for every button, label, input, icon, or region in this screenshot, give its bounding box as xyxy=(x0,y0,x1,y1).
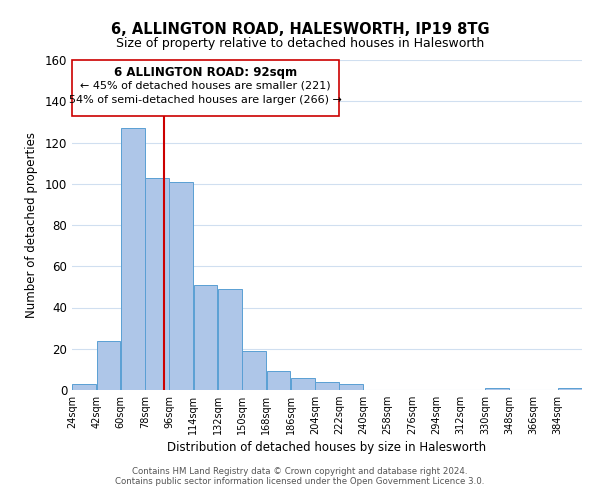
Text: Contains HM Land Registry data © Crown copyright and database right 2024.: Contains HM Land Registry data © Crown c… xyxy=(132,467,468,476)
Bar xyxy=(485,388,509,390)
Bar xyxy=(73,384,96,390)
Bar xyxy=(291,378,314,390)
Text: 6, ALLINGTON ROAD, HALESWORTH, IP19 8TG: 6, ALLINGTON ROAD, HALESWORTH, IP19 8TG xyxy=(110,22,490,38)
Text: Contains public sector information licensed under the Open Government Licence 3.: Contains public sector information licen… xyxy=(115,477,485,486)
Bar xyxy=(340,384,363,390)
Text: ← 45% of detached houses are smaller (221): ← 45% of detached houses are smaller (22… xyxy=(80,80,331,90)
Bar xyxy=(72,60,339,116)
X-axis label: Distribution of detached houses by size in Halesworth: Distribution of detached houses by size … xyxy=(167,442,487,454)
Bar xyxy=(242,351,266,390)
Bar xyxy=(121,128,145,390)
Bar xyxy=(315,382,339,390)
Bar xyxy=(194,285,217,390)
Bar xyxy=(266,372,290,390)
Bar xyxy=(169,182,193,390)
Bar xyxy=(558,388,581,390)
Bar xyxy=(145,178,169,390)
Text: 6 ALLINGTON ROAD: 92sqm: 6 ALLINGTON ROAD: 92sqm xyxy=(114,66,297,79)
Text: Size of property relative to detached houses in Halesworth: Size of property relative to detached ho… xyxy=(116,38,484,51)
Bar xyxy=(218,289,242,390)
Bar xyxy=(97,340,120,390)
Y-axis label: Number of detached properties: Number of detached properties xyxy=(25,132,38,318)
Text: 54% of semi-detached houses are larger (266) →: 54% of semi-detached houses are larger (… xyxy=(69,95,342,105)
